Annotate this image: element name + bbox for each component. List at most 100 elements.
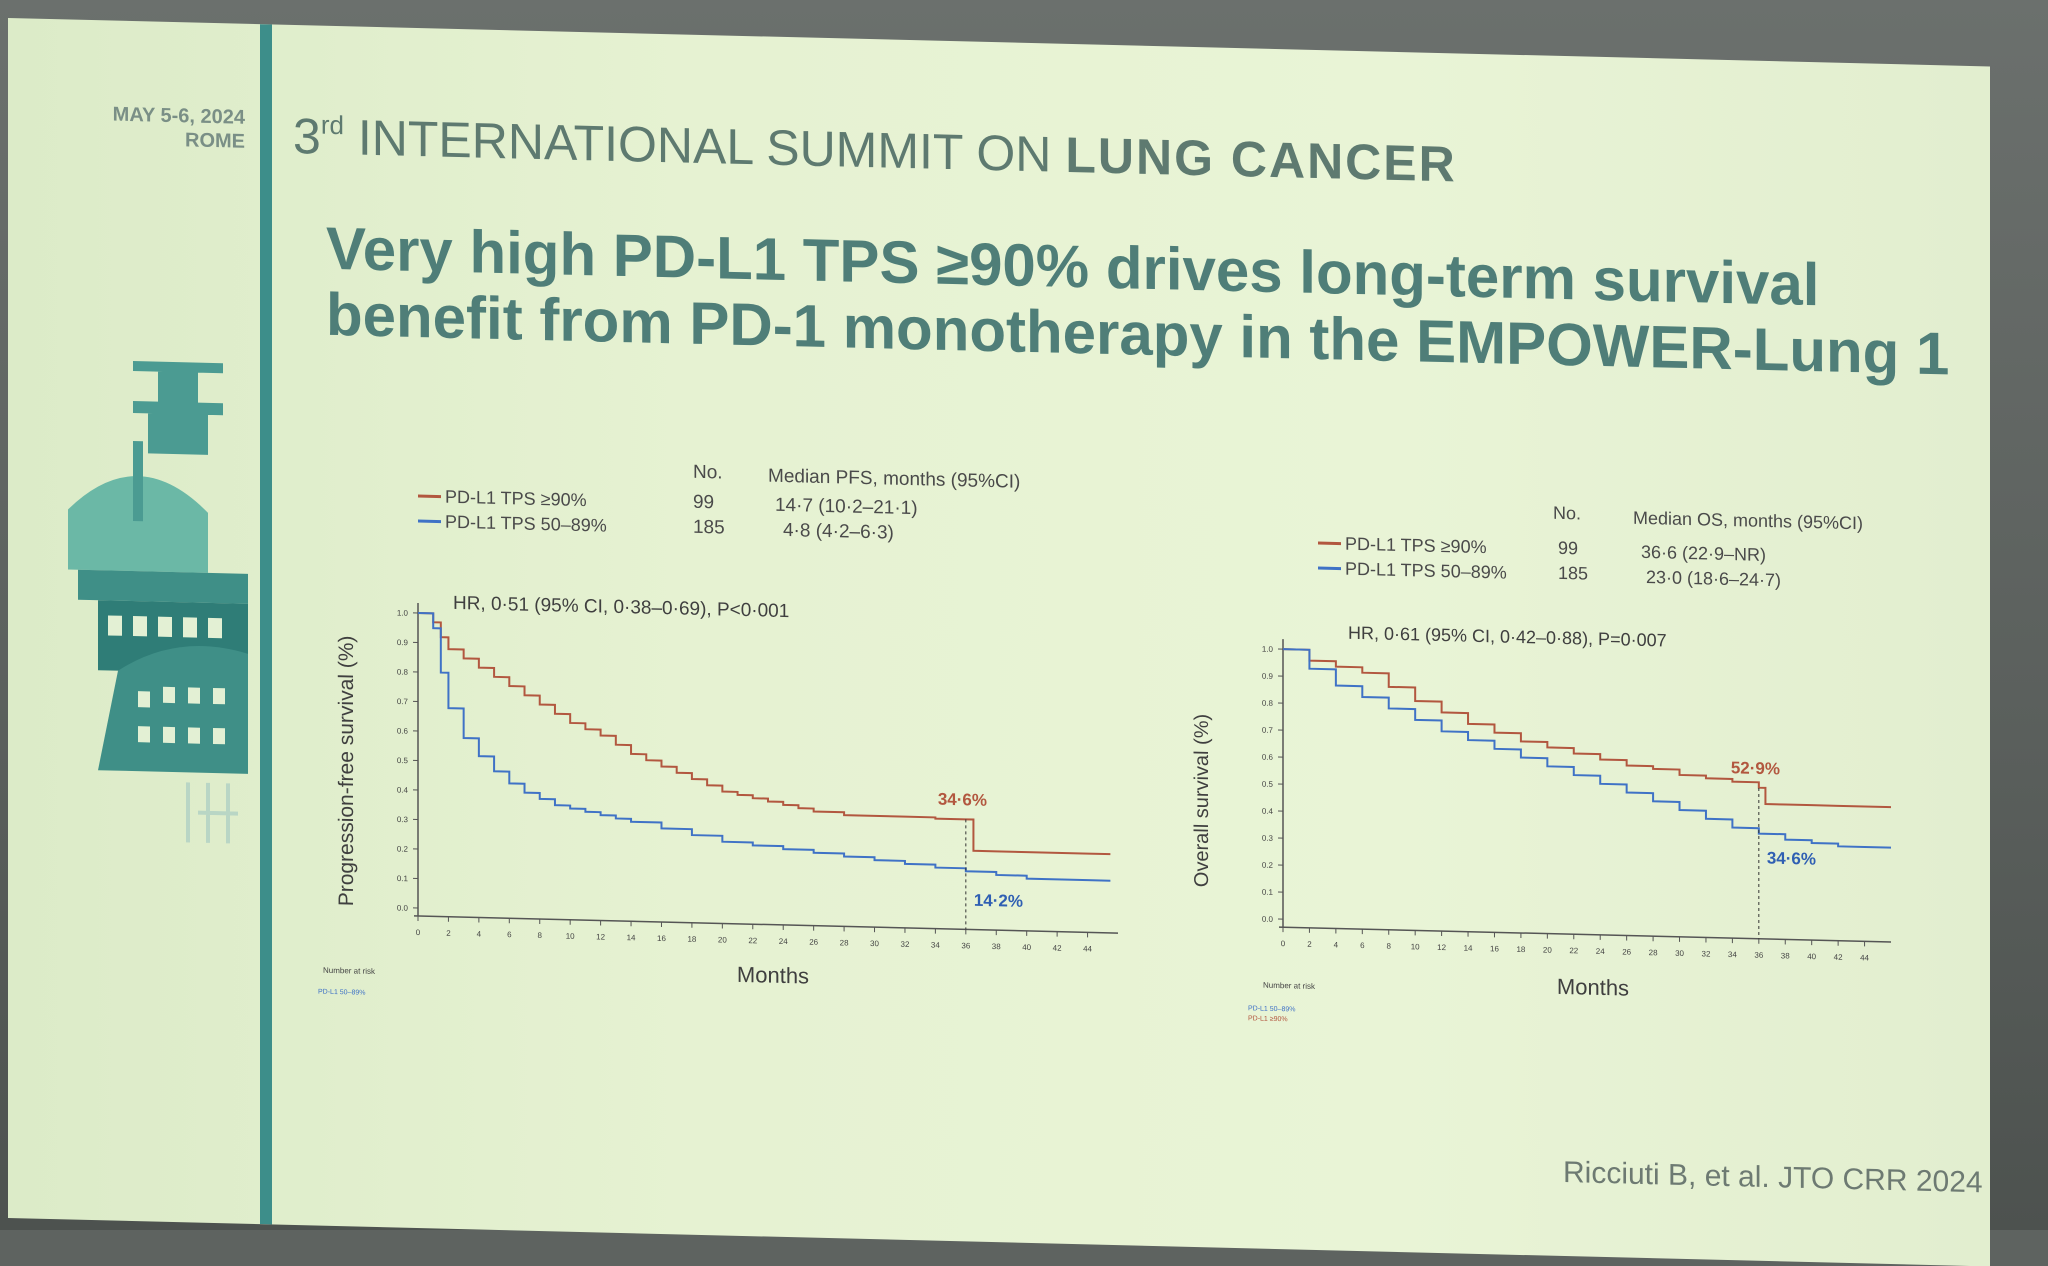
pfs-y-tick-label: 0.2 [397, 845, 409, 854]
pfs-x-tick-label: 22 [748, 936, 757, 945]
os-x-tick-label: 16 [1490, 944, 1499, 953]
pfs-legend-median-high: 14·7 (10·2–21·1) [775, 495, 918, 519]
pfs-y-tick-label: 0.3 [397, 815, 409, 824]
pfs-y-tick-label: 0.7 [397, 697, 409, 706]
os-legend-n-low: 185 [1558, 563, 1588, 584]
pfs-chart: No. Median PFS, months (95%CI) PD-L1 TPS… [313, 435, 1173, 1016]
os-x-tick-label: 24 [1596, 947, 1605, 956]
os-y-tick-label: 0.2 [1262, 861, 1274, 870]
os-annotation-high: 52·9% [1731, 758, 1780, 778]
pfs-x-tick-label: 34 [931, 941, 940, 950]
pfs-y-tick-label: 0.9 [397, 638, 409, 647]
os-x-tick-label: 38 [1781, 951, 1790, 960]
pfs-legend-name-low: PD-L1 TPS 50–89% [445, 512, 607, 536]
pfs-header-no: No. [693, 462, 723, 484]
os-series-line-low [1283, 649, 1891, 847]
os-x-tick-label: 40 [1807, 952, 1816, 961]
os-y-axis-title: Overall survival (%) [1191, 714, 1213, 888]
pfs-y-tick-label: 0.1 [397, 874, 409, 883]
os-y-tick-label: 0.1 [1262, 888, 1274, 897]
os-at-risk-row-label: PD-L1 ≥90% [1248, 1015, 1288, 1023]
os-legend-name-high: PD-L1 TPS ≥90% [1345, 534, 1487, 557]
pfs-y-tick-label: 0.8 [397, 668, 409, 677]
os-x-tick-label: 10 [1411, 942, 1420, 951]
os-x-tick-label: 6 [1360, 941, 1365, 950]
os-x-tick-label: 42 [1834, 953, 1843, 962]
os-at-risk-row-label: PD-L1 50–89% [1248, 1005, 1295, 1013]
pfs-y-tick-label: 0.0 [397, 904, 409, 913]
os-x-tick-label: 4 [1334, 940, 1339, 949]
presentation-slide: MAY 5-6, 2024 ROME 3rd INTERNATIONAL SUM… [8, 18, 1990, 1266]
os-y-tick-label: 0.5 [1262, 780, 1274, 789]
os-y-tick-label: 0.3 [1262, 834, 1274, 843]
os-legend-name-low: PD-L1 TPS 50–89% [1345, 559, 1507, 583]
pfs-x-tick-label: 26 [809, 938, 818, 947]
pfs-annotation-low: 14·2% [974, 891, 1023, 911]
os-x-tick-label: 36 [1754, 951, 1763, 960]
os-y-tick-label: 0.4 [1262, 807, 1274, 816]
os-legend-median-low: 23·0 (18·6–24·7) [1646, 567, 1781, 590]
accent-bar [260, 24, 272, 1224]
pfs-annotation-high: 34·6% [938, 790, 987, 810]
os-x-tick-label: 26 [1622, 947, 1631, 956]
citation: Ricciuti B, et al. JTO CRR 2024 [1563, 1156, 1983, 1200]
pfs-legend-median-low: 4·8 (4·2–6·3) [783, 520, 894, 544]
pfs-x-tick-label: 30 [870, 939, 879, 948]
pfs-marks: 34·6% 14·2% [418, 613, 1110, 933]
pfs-x-tick-label: 14 [627, 933, 636, 942]
os-header-median: Median OS, months (95%CI) [1633, 508, 1863, 534]
os-x-tick-label: 44 [1860, 953, 1869, 962]
pfs-x-tick-label: 44 [1083, 944, 1092, 953]
pfs-y-tick-label: 0.5 [397, 756, 409, 765]
os-series-line-high [1283, 649, 1891, 807]
slide-title: Very high PD-L1 TPS ≥90% drives long-ter… [326, 216, 1949, 388]
event-date: MAY 5-6, 2024 ROME [70, 102, 245, 154]
os-y-tick-label: 0.0 [1262, 915, 1274, 924]
pfs-x-axis-line [414, 916, 1118, 933]
pfs-x-tick-label: 10 [566, 932, 575, 941]
event-city: ROME [70, 126, 245, 154]
os-x-tick-label: 30 [1675, 949, 1684, 958]
pfs-legend-n-high: 99 [693, 492, 714, 514]
pfs-x-tick-label: 18 [687, 935, 696, 944]
pfs-legend: No. Median PFS, months (95%CI) PD-L1 TPS… [418, 455, 1020, 547]
os-x-tick-label: 32 [1702, 949, 1711, 958]
summit-title: 3rd INTERNATIONAL SUMMIT ON LUNG CANCER [293, 107, 1457, 193]
pfs-hr-text: HR, 0·51 (95% CI, 0·38–0·69), P<0·001 [453, 593, 789, 622]
pfs-x-tick-label: 20 [718, 935, 727, 944]
os-x-axis-title: Months [1557, 974, 1629, 1001]
os-legend-median-high: 36·6 (22·9–NR) [1641, 542, 1766, 565]
summit-ordinal: 3 [293, 108, 321, 165]
os-legend-swatch-low [1318, 568, 1341, 569]
pfs-y-tick-label: 1.0 [397, 609, 409, 618]
pfs-y-tick-label: 0.6 [397, 727, 409, 736]
os-y-tick-label: 0.6 [1262, 753, 1274, 762]
pfs-x-tick-label: 24 [779, 937, 788, 946]
os-hr-text: HR, 0·61 (95% CI, 0·42–0·88), P=0·007 [1348, 623, 1667, 651]
os-header-no: No. [1553, 503, 1581, 524]
pfs-x-tick-label: 16 [657, 934, 666, 943]
os-marks: 52·9%34·6% [1283, 649, 1891, 942]
pfs-x-tick-label: 38 [992, 942, 1001, 951]
pfs-x-tick-label: 42 [1053, 944, 1062, 953]
os-y-tick-label: 1.0 [1262, 645, 1274, 654]
os-y-tick-label: 0.7 [1262, 726, 1274, 735]
os-chart: No. Median OS, months (95%CI) PD-L1 TPS … [1173, 476, 1963, 1055]
os-legend-swatch-high [1318, 543, 1341, 544]
pfs-series-line-low [418, 613, 1110, 881]
os-x-tick-label: 18 [1516, 945, 1525, 954]
os-x-tick-label: 28 [1649, 948, 1658, 957]
pfs-x-tick-label: 2 [446, 929, 451, 938]
pfs-x-tick-label: 8 [538, 931, 543, 940]
pfs-x-tick-label: 32 [901, 940, 910, 949]
pfs-y-tick-label: 0.4 [397, 786, 409, 795]
pfs-at-risk-row-label: PD-L1 50–89% [318, 989, 365, 997]
os-x-tick-label: 14 [1464, 944, 1473, 953]
os-x-tick-label: 2 [1307, 940, 1312, 949]
os-legend-n-high: 99 [1558, 538, 1578, 558]
pfs-x-tick-label: 36 [961, 941, 970, 950]
pfs-x-axis-title: Months [737, 962, 809, 989]
os-x-tick-label: 8 [1387, 942, 1392, 951]
summit-bold-text: LUNG CANCER [1065, 127, 1456, 193]
